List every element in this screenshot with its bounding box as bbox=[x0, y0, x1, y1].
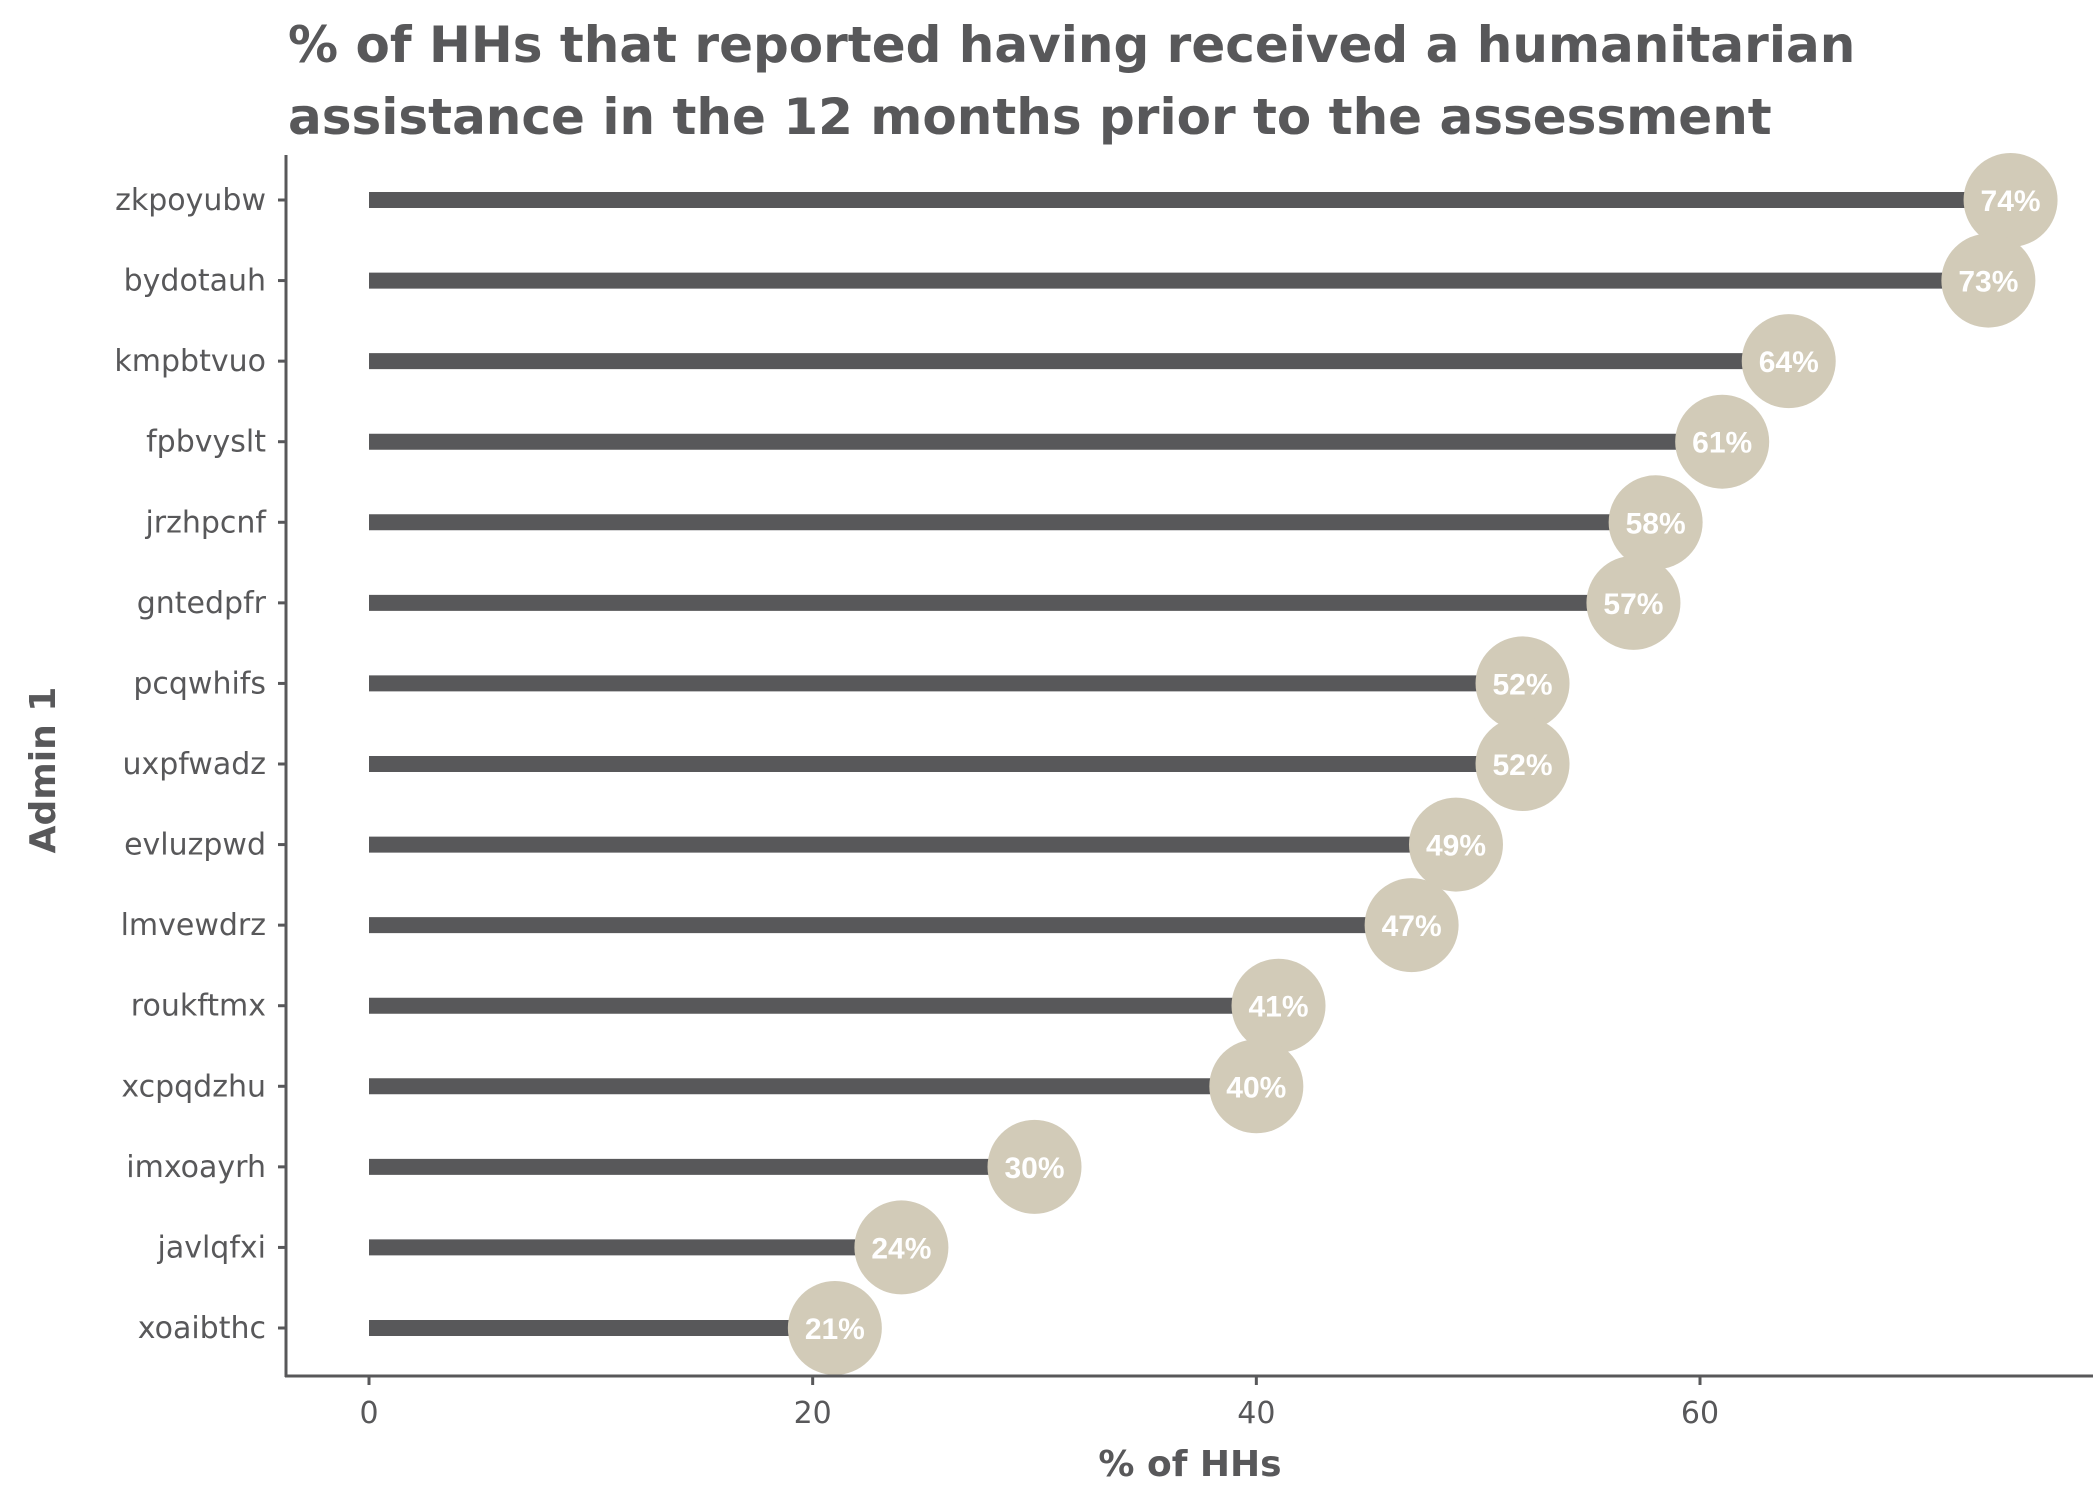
point-zkpoyubw bbox=[1963, 153, 2058, 247]
data-label-gntedpfr: 57% bbox=[1603, 588, 1663, 621]
y-tick-label-fpbvyslt: fpbvyslt bbox=[146, 425, 266, 460]
data-label-lmvewdrz: 47% bbox=[1382, 910, 1442, 943]
x-tick-label: 20 bbox=[794, 1396, 832, 1431]
data-label-zkpoyubw: 74% bbox=[1981, 185, 2041, 218]
x-axis-label: % of HHs bbox=[1098, 1444, 1281, 1485]
y-tick-label-xcpqdzhu: xcpqdzhu bbox=[121, 1069, 266, 1104]
y-tick-label-lmvewdrz: lmvewdrz bbox=[121, 908, 266, 943]
y-tick-label-zkpoyubw: zkpoyubw bbox=[115, 183, 266, 218]
x-tick-label: 60 bbox=[1681, 1396, 1719, 1431]
point-pcqwhifs bbox=[1475, 636, 1570, 731]
data-label-javlqfxi: 24% bbox=[871, 1232, 931, 1265]
point-xcpqdzhu bbox=[1209, 1039, 1304, 1134]
data-label-kmpbtvuo: 64% bbox=[1759, 346, 1819, 379]
y-tick-label-roukftmx: roukftmx bbox=[131, 989, 266, 1024]
point-javlqfxi bbox=[854, 1200, 949, 1295]
data-label-xcpqdzhu: 40% bbox=[1226, 1071, 1286, 1104]
y-tick-label-imxoayrh: imxoayrh bbox=[126, 1150, 266, 1185]
y-tick-label-evluzpwd: evluzpwd bbox=[124, 828, 266, 863]
chart-title-line-2: assistance in the 12 months prior to the… bbox=[288, 88, 1772, 146]
point-roukftmx bbox=[1231, 958, 1326, 1053]
x-tick-label: 40 bbox=[1237, 1396, 1275, 1431]
point-kmpbtvuo bbox=[1741, 314, 1836, 409]
y-tick-label-pcqwhifs: pcqwhifs bbox=[133, 666, 266, 701]
y-axis-label: Admin 1 bbox=[23, 687, 64, 854]
y-tick-label-javlqfxi: javlqfxi bbox=[156, 1230, 266, 1265]
data-label-bydotauh: 73% bbox=[1958, 266, 2018, 299]
data-label-jrzhpcnf: 58% bbox=[1626, 507, 1686, 540]
point-bydotauh bbox=[1941, 233, 2036, 328]
plot-area: 74% zkpoyubw 73% bydotauh 64% kmpbtvuo 61% fpbv… bbox=[114, 153, 2058, 1375]
point-xoaibthc bbox=[787, 1281, 882, 1375]
x-axis-ticks: 0 20 40 60 bbox=[359, 1376, 1719, 1431]
data-label-xoaibthc: 21% bbox=[805, 1313, 865, 1346]
point-fpbvyslt bbox=[1675, 394, 1770, 489]
data-label-pcqwhifs: 52% bbox=[1493, 668, 1553, 701]
point-imxoayrh bbox=[987, 1119, 1082, 1214]
chart-title-line-1: % of HHs that reported having received a… bbox=[288, 16, 1855, 74]
y-tick-label-jrzhpcnf: jrzhpcnf bbox=[144, 505, 267, 540]
point-evluzpwd bbox=[1408, 797, 1503, 892]
point-jrzhpcnf bbox=[1608, 475, 1703, 570]
data-label-fpbvyslt: 61% bbox=[1692, 427, 1752, 460]
y-tick-label-uxpfwadz: uxpfwadz bbox=[122, 747, 266, 782]
y-tick-label-gntedpfr: gntedpfr bbox=[137, 586, 267, 621]
y-tick-label-kmpbtvuo: kmpbtvuo bbox=[114, 344, 266, 379]
point-lmvewdrz bbox=[1364, 878, 1459, 973]
x-tick-label: 0 bbox=[359, 1396, 378, 1431]
data-label-uxpfwadz: 52% bbox=[1493, 749, 1553, 782]
data-label-evluzpwd: 49% bbox=[1426, 830, 1486, 863]
point-gntedpfr bbox=[1586, 555, 1681, 650]
data-label-imxoayrh: 30% bbox=[1004, 1152, 1064, 1185]
point-uxpfwadz bbox=[1475, 717, 1570, 811]
y-tick-label-bydotauh: bydotauh bbox=[124, 264, 266, 299]
data-label-roukftmx: 41% bbox=[1248, 991, 1308, 1024]
y-tick-label-xoaibthc: xoaibthc bbox=[138, 1311, 266, 1346]
